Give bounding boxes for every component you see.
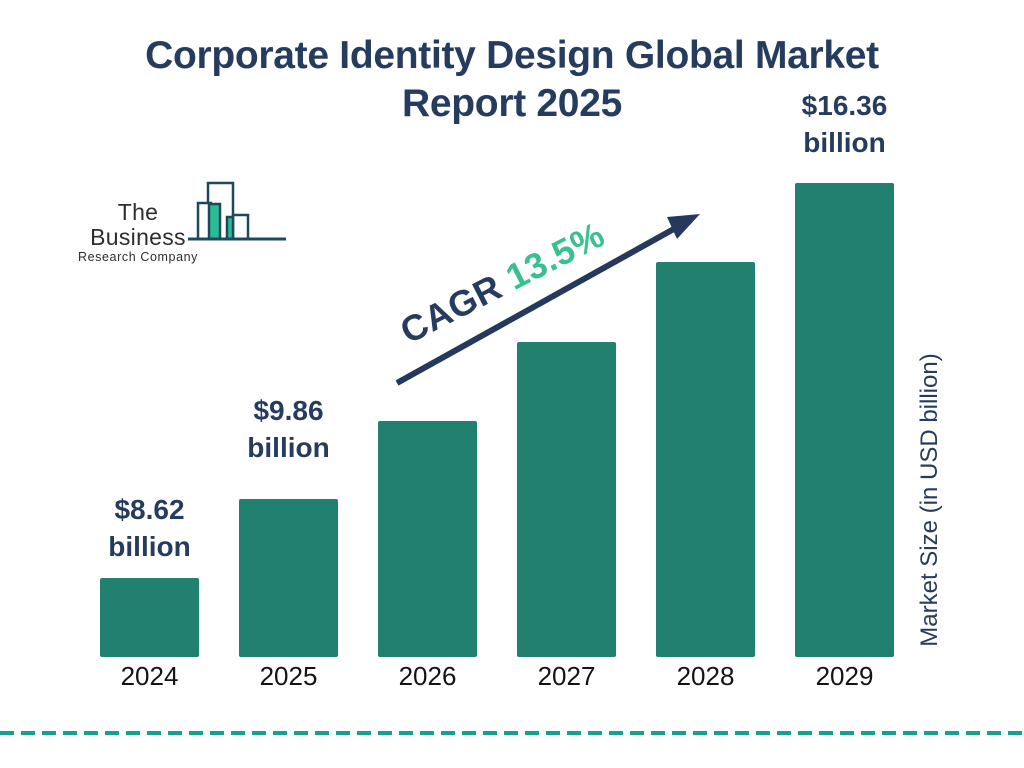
page-title: Corporate Identity Design Global Market … [0, 32, 1024, 128]
bar-2024 [100, 578, 199, 657]
value-unit: billion [108, 531, 191, 562]
logo-text-line1: The Business [90, 199, 186, 250]
logo-bar-chart-icon [188, 181, 286, 241]
value-label-2025: $9.86 billion [199, 392, 379, 466]
value-label-2024: $8.62 billion [60, 491, 240, 565]
x-axis-label-2027: 2027 [537, 661, 596, 691]
bar-2025 [239, 499, 338, 657]
page-title-line2: Report 2025 [402, 82, 622, 125]
logo-wordmark: The Business Research Company [72, 199, 204, 265]
bar-2026 [378, 421, 477, 657]
value-unit: billion [803, 127, 886, 158]
y-axis-label: Market Size (in USD billion) [916, 353, 943, 647]
value-amount: $16.36 [801, 90, 888, 121]
x-axis-label-2026: 2026 [398, 661, 457, 691]
x-axis-label-2028: 2028 [676, 661, 735, 691]
logo-text-line2: Research Company [77, 250, 199, 264]
value-amount: $8.62 [114, 494, 185, 525]
x-axis-label-2024: 2024 [120, 661, 179, 691]
x-axis-label-2025: 2025 [259, 661, 318, 691]
page-title-line1: Corporate Identity Design Global Market [145, 34, 879, 77]
cagr-trend-arrow-icon [395, 214, 700, 386]
value-amount: $9.86 [253, 395, 324, 426]
bar-2027 [517, 342, 616, 657]
bar-2028 [656, 262, 755, 657]
x-axis-label-2029: 2029 [815, 661, 874, 691]
bottom-dashed-divider [0, 731, 1024, 735]
value-label-2029: $16.36 billion [755, 87, 935, 161]
value-unit: billion [247, 432, 330, 463]
bar-2029 [795, 183, 894, 657]
